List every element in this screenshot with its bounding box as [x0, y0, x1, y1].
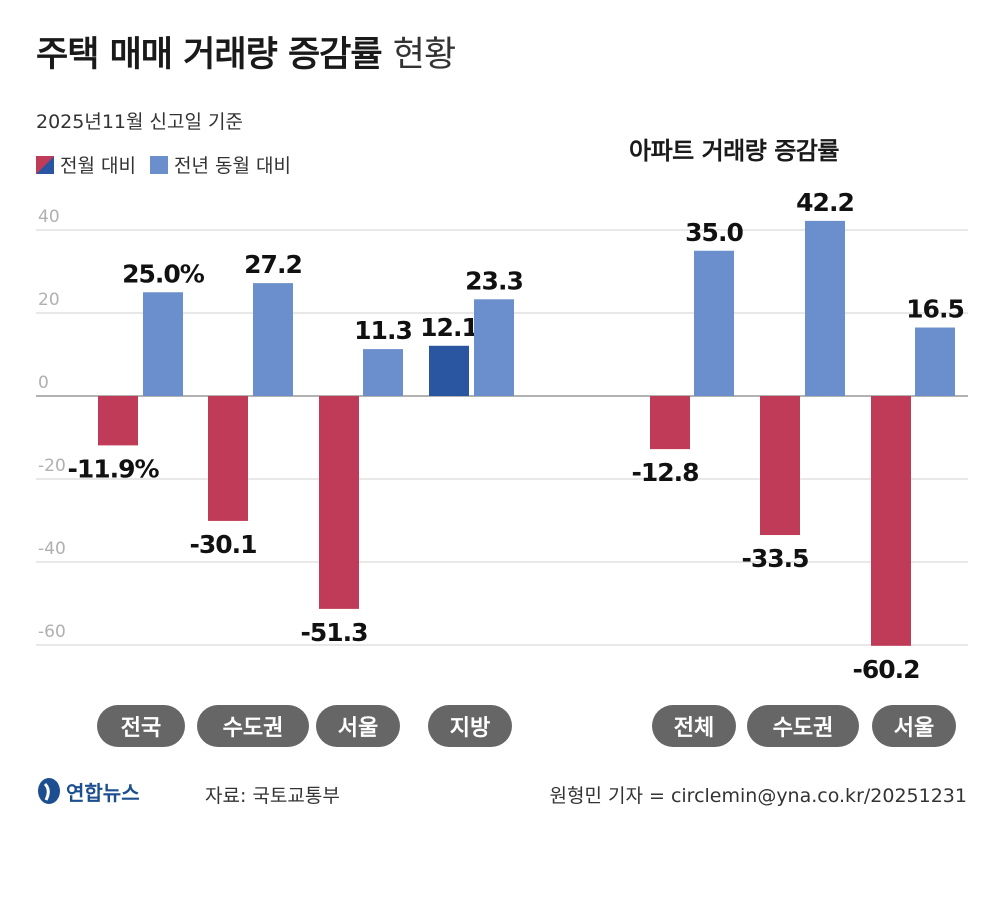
bar-yoy	[805, 220, 845, 396]
data-label-mom: -11.9%	[67, 454, 159, 483]
bar-yoy	[253, 283, 293, 396]
bar-yoy	[143, 292, 183, 396]
bar-mom	[98, 396, 138, 446]
y-tick-label: -40	[38, 539, 66, 559]
data-label-yoy: 27.2	[244, 250, 302, 279]
category-pill	[652, 705, 736, 747]
bar-mom	[871, 396, 911, 646]
category-pill	[316, 705, 400, 747]
category-label: 전체	[674, 716, 714, 741]
legend-swatch-yoy	[149, 155, 168, 174]
data-label-mom: -12.8	[631, 458, 698, 487]
bar-mom	[429, 345, 469, 396]
credit-text: 원형민 기자 = circlemin@yna.co.kr/20251231	[549, 785, 967, 807]
data-label-yoy: 35.0	[685, 218, 743, 247]
category-label: 지방	[450, 716, 490, 741]
category-pill	[428, 705, 512, 747]
category-label: 전국	[121, 716, 161, 741]
category-label: 서울	[338, 716, 378, 741]
yonhap-logo-icon	[38, 778, 60, 804]
data-label-mom: -51.3	[300, 618, 367, 647]
data-label-yoy: 11.3	[354, 316, 412, 345]
data-label-yoy: 42.2	[796, 188, 854, 217]
title-bold: 주택 매매 거래량 증감률	[36, 35, 383, 75]
legend-label-mom: 전월 대비	[60, 155, 136, 177]
y-tick-label: 40	[38, 207, 60, 227]
legend-label-yoy: 전년 동월 대비	[173, 155, 291, 177]
legend: 전월 대비 전년 동월 대비	[36, 151, 305, 178]
bar-mom	[760, 396, 800, 536]
category-label: 수도권	[223, 716, 284, 741]
data-label-mom: -33.5	[741, 544, 808, 573]
legend-item-yoy: 전년 동월 대비	[149, 151, 291, 178]
category-pill	[97, 705, 185, 747]
bar-yoy	[474, 299, 514, 396]
bar-yoy	[363, 349, 403, 396]
data-label-mom: -30.1	[189, 530, 256, 559]
legend-item-mom: 전월 대비	[36, 151, 136, 178]
category-label: 수도권	[773, 716, 834, 741]
bar-chart: 40 20 0 -20 -40 -60 -11.9% 25.0% 전국 -30.1 27.2 수도권 -…	[36, 188, 968, 747]
category-pill	[747, 705, 859, 747]
bar-mom	[319, 396, 359, 609]
bar-yoy	[915, 327, 955, 396]
yonhap-logo: 연합뉴스	[36, 776, 140, 806]
y-tick-label: 20	[38, 290, 60, 310]
data-label-mom: 12.1	[420, 313, 478, 342]
chart-subtitle: 2025년11월 신고일 기준	[36, 111, 243, 133]
logo-text: 연합뉴스	[66, 780, 140, 805]
apartment-chart-title: 아파트 거래량 증감률	[629, 137, 839, 165]
y-tick-label: -20	[38, 456, 66, 476]
data-label-yoy: 25.0%	[122, 259, 205, 288]
data-label-yoy: 23.3	[465, 266, 523, 295]
data-label-yoy: 16.5	[906, 295, 964, 324]
category-pill	[872, 705, 956, 747]
chart-title: 주택 매매 거래량 증감률 현황	[36, 26, 456, 77]
y-tick-label: -60	[38, 622, 66, 642]
bar-mom	[208, 396, 248, 521]
data-label-mom: -60.2	[852, 655, 919, 684]
source-text: 자료: 국토교통부	[205, 785, 340, 807]
title-light: 현황	[392, 35, 456, 75]
y-tick-label: 0	[38, 373, 49, 393]
category-label: 서울	[894, 716, 934, 741]
category-pill	[197, 705, 309, 747]
legend-swatch-mom	[36, 155, 54, 174]
bar-yoy	[694, 250, 734, 396]
bar-mom	[650, 396, 690, 450]
